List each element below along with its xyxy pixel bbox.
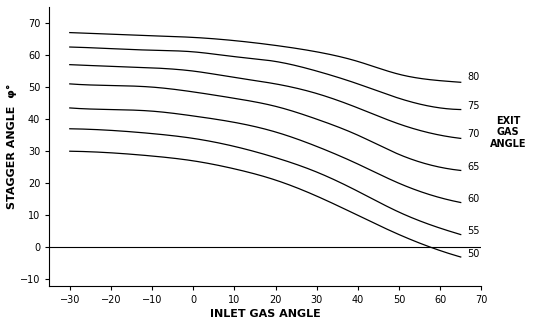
Text: 70: 70 [467,128,479,139]
Text: 65: 65 [467,162,479,172]
Text: 55: 55 [467,226,479,236]
Text: 50: 50 [467,249,479,259]
Text: EXIT
GAS
ANGLE: EXIT GAS ANGLE [490,116,527,149]
Text: 60: 60 [467,194,479,204]
X-axis label: INLET GAS ANGLE: INLET GAS ANGLE [210,309,321,319]
Text: 75: 75 [467,101,479,111]
Text: 80: 80 [467,72,479,82]
Y-axis label: STAGGER ANGLE  φ°: STAGGER ANGLE φ° [7,84,17,209]
